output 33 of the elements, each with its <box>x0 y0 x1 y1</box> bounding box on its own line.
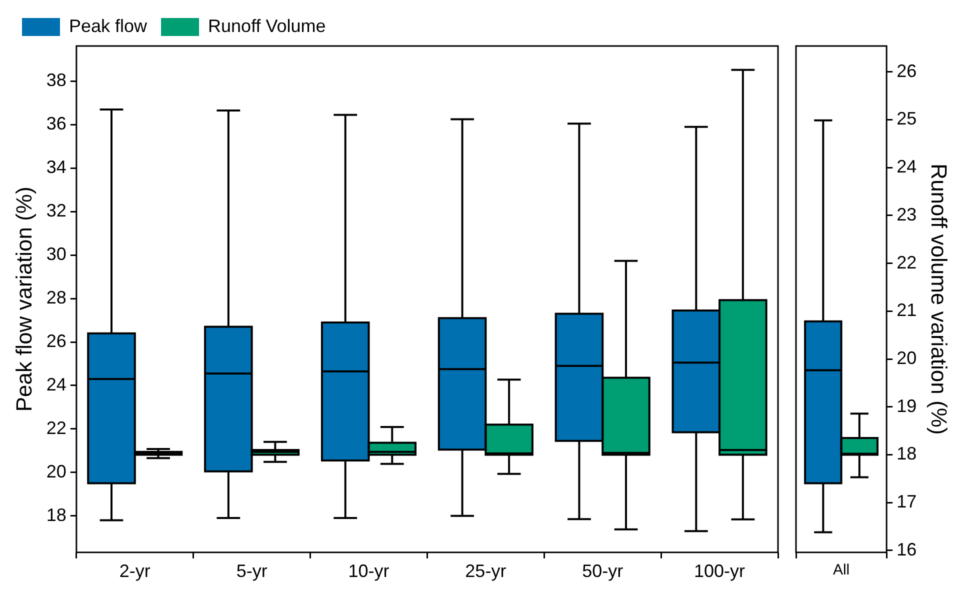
x-tick-label: 50-yr <box>582 561 624 582</box>
y-tick-label: 22 <box>46 418 66 438</box>
y2-tick-label: 25 <box>896 108 917 129</box>
y-tick-label: 38 <box>46 70 66 90</box>
y2-tick-label: 23 <box>896 204 917 224</box>
y-axis-title: Peak flow variation (%) <box>11 186 36 412</box>
y2-tick-label: 19 <box>896 396 917 416</box>
y-tick-label: 36 <box>46 114 66 134</box>
y2-tick-label: 20 <box>896 348 917 368</box>
y-tick-label: 26 <box>46 330 66 351</box>
legend-label: Runoff Volume <box>208 16 326 36</box>
y2-tick-label: 18 <box>896 444 917 464</box>
y2-tick-label: 21 <box>896 300 917 320</box>
y2-tick-label: 17 <box>896 492 917 512</box>
y-tick-label: 32 <box>46 200 66 221</box>
y2-tick-label: 24 <box>896 156 917 177</box>
x-tick-label: 2-yr <box>119 561 150 582</box>
x-tick-label: All <box>832 562 850 579</box>
y2-axis-title: Runoff volume variation (%) <box>926 164 952 435</box>
y-tick-label: 24 <box>46 374 66 394</box>
x-tick-label: 25-yr <box>465 561 506 582</box>
y2-tick-label: 22 <box>896 252 917 272</box>
x-tick-label: 5-yr <box>236 561 268 582</box>
y2-tick-label: 16 <box>896 539 917 560</box>
y-tick-label: 30 <box>46 244 66 264</box>
y-tick-label: 34 <box>46 157 66 178</box>
y-tick-label: 20 <box>46 461 66 482</box>
y-tick-label: 28 <box>46 288 66 308</box>
y2-tick-label: 26 <box>896 60 917 81</box>
legend-label: Peak flow <box>69 16 148 36</box>
x-tick-label: 100-yr <box>694 561 746 582</box>
x-tick-label: 10-yr <box>348 561 390 582</box>
y-tick-label: 18 <box>46 504 66 525</box>
